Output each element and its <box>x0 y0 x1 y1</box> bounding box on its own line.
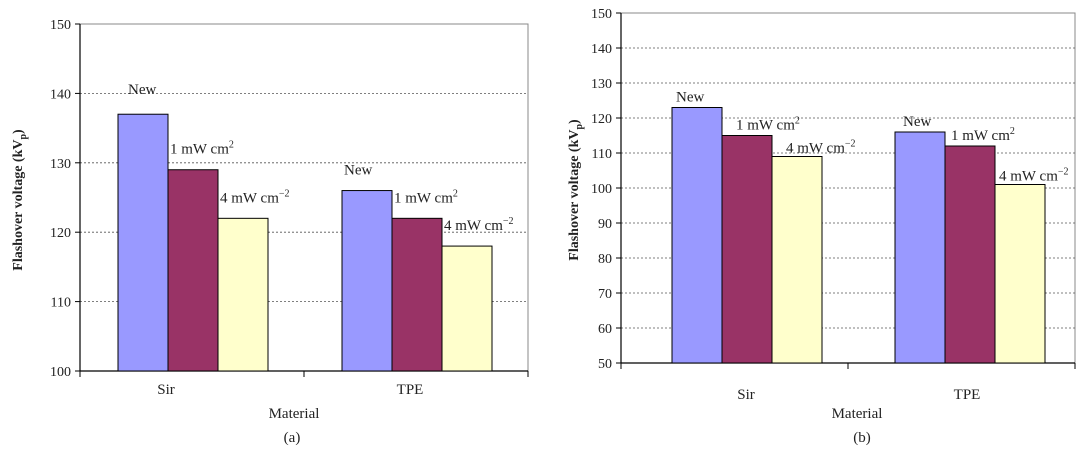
y-tick-label: 80 <box>598 252 612 267</box>
bar-data-label: New <box>344 163 372 179</box>
bar-4mw <box>217 217 269 372</box>
bar-new <box>117 113 169 372</box>
y-tick-label: 110 <box>51 296 71 311</box>
bar-data-label: New <box>676 90 704 106</box>
bar-data-label: 4 mW cm−2 <box>786 139 856 157</box>
y-tick-label: 150 <box>50 18 71 33</box>
bar-4mw <box>994 184 1046 364</box>
bar-data-label: 1 mW cm2 <box>951 126 1015 144</box>
y-tick-label: 60 <box>598 322 612 337</box>
bar-4mw <box>771 156 823 364</box>
bar-data-label: 1 mW cm2 <box>170 140 234 158</box>
y-tick-label: 90 <box>598 217 612 232</box>
bar-data-label: New <box>903 114 931 130</box>
y-tick-label: 120 <box>50 226 71 241</box>
y-tick-label: 130 <box>50 157 71 172</box>
y-tick-label: 120 <box>591 112 612 127</box>
bar-1mw <box>721 135 773 364</box>
bar-data-label: New <box>128 82 156 98</box>
bar-1mw <box>391 217 443 372</box>
x-axis-title: Material <box>832 406 883 422</box>
bar-new <box>671 107 723 364</box>
bar-data-label: 1 mW cm2 <box>736 116 800 134</box>
y-tick-label: 70 <box>598 287 612 302</box>
chart-panel-b: 50 60 70 80 90 100 110 120 130 140 150 New New 1 mW c… <box>567 7 1076 446</box>
panel-label: (b) <box>853 430 871 446</box>
y-axis-title: Flashover voltage (kVp) <box>11 129 29 271</box>
y-tick-label: 100 <box>50 365 71 380</box>
y-tick-label: 130 <box>591 77 612 92</box>
x-category-label: TPE <box>397 382 424 398</box>
bar-new <box>894 131 946 364</box>
bar-1mw <box>167 169 219 372</box>
chart-panel-a: 100 110 120 130 140 150 New New 1 mW cm2 1 mW cm2… <box>11 18 529 446</box>
bar-1mw <box>944 145 996 364</box>
x-category-label: Sir <box>157 382 175 398</box>
x-axis-title: Material <box>269 406 320 422</box>
x-category-label: Sir <box>737 387 755 403</box>
y-tick-label: 140 <box>591 42 612 57</box>
y-tick-label: 100 <box>591 182 612 197</box>
bar-4mw <box>441 245 493 372</box>
bar-data-label: 4 mW cm−2 <box>220 188 290 206</box>
y-tick-label: 140 <box>50 87 71 102</box>
y-axis-title: Flashover voltage (kVp) <box>567 119 585 261</box>
x-category-label: TPE <box>954 387 981 403</box>
y-tick-label: 110 <box>592 147 612 162</box>
bar-data-label: 1 mW cm2 <box>394 188 458 206</box>
y-tick-label: 150 <box>591 7 612 22</box>
panel-label: (a) <box>284 430 301 446</box>
bar-data-label: 4 mW cm−2 <box>444 216 514 234</box>
bar-data-label: 4 mW cm−2 <box>999 167 1069 185</box>
bar-new <box>341 190 393 372</box>
y-tick-label: 50 <box>598 357 612 372</box>
